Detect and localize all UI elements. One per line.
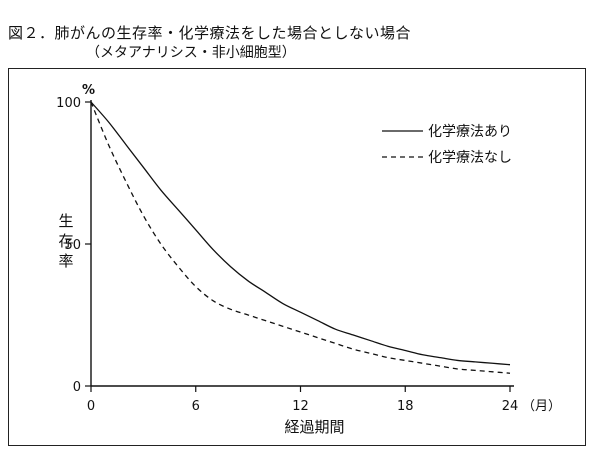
series-group: [90, 101, 511, 374]
y-tick-label: 0: [73, 380, 81, 395]
y-axis-title: 生存率: [58, 212, 73, 270]
x-unit-label: （月）: [522, 399, 561, 414]
series-line-with-chemo: [90, 101, 511, 366]
x-axis-title: 経過期間: [284, 418, 344, 436]
legend-label: 化学療法なし: [428, 149, 512, 166]
chart-title: 図２．肺がんの生存率・化学療法をした場合としない場合: [8, 24, 412, 42]
axis-labels: % （月） 経過期間 生存率: [58, 83, 561, 436]
series-line-without-chemo: [90, 101, 511, 374]
legend-label: 化学療法あり: [428, 123, 512, 140]
y-tick-label: 50: [64, 238, 81, 253]
chart-frame: [8, 68, 586, 446]
tick-group: 0 50 100 0 6 12 18 24: [56, 96, 518, 414]
chart-subtitle: （メタアナリシス・非小細胞型）: [86, 45, 296, 61]
x-tick-label: 12: [292, 399, 309, 414]
x-tick-label: 0: [87, 399, 95, 414]
x-tick-label: 6: [192, 399, 200, 414]
x-tick-label: 18: [397, 399, 414, 414]
y-tick-label: 100: [56, 96, 81, 111]
x-tick-label: 24: [502, 399, 519, 414]
y-unit-label: %: [82, 83, 95, 98]
axes: [90, 100, 514, 387]
